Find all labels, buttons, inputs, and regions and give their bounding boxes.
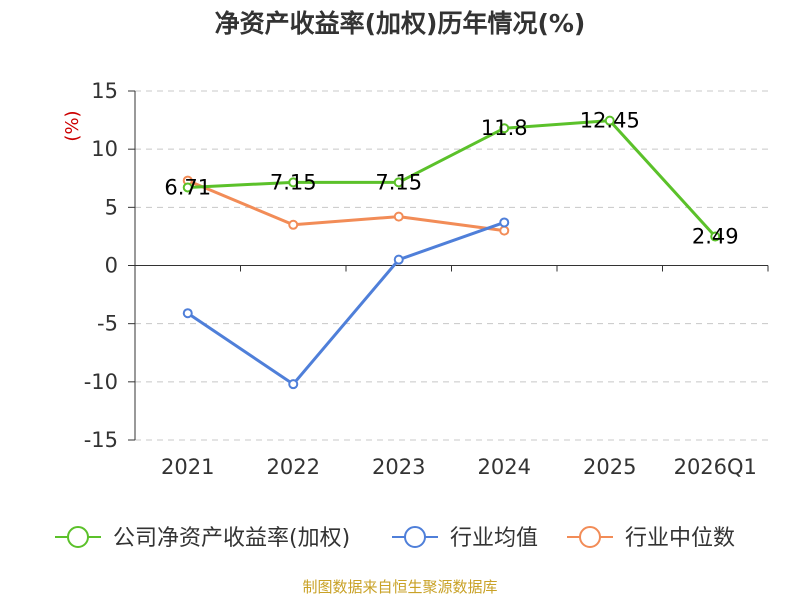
legend-label: 行业中位数 (625, 526, 735, 551)
y-tick-label: 0 (105, 254, 118, 278)
data-label: 2.49 (692, 225, 739, 249)
data-point (499, 123, 510, 134)
data-point (393, 254, 404, 265)
legend-marker (404, 526, 426, 548)
legend-marker (579, 526, 601, 548)
data-point (499, 217, 510, 228)
data-point (182, 308, 193, 319)
y-tick-label: -5 (97, 312, 118, 336)
series-line (187, 179, 505, 233)
data-label: 12.45 (580, 109, 640, 133)
data-point (499, 225, 510, 236)
data-point (182, 182, 193, 193)
source-note: 制图数据来自恒生聚源数据库 (302, 578, 497, 596)
x-tick-label: 2026Q1 (674, 455, 757, 479)
x-tick-label: 2021 (161, 455, 214, 479)
legend-label: 公司净资产收益率(加权) (113, 526, 350, 551)
data-label: 7.15 (375, 170, 422, 194)
series-group (182, 115, 721, 390)
x-tick-label: 2024 (478, 455, 531, 479)
series-line (187, 119, 717, 238)
data-label: 11.8 (481, 116, 528, 140)
legend-label: 行业均值 (450, 526, 538, 551)
y-tick-label: 10 (91, 137, 118, 161)
data-label: 7.15 (270, 170, 317, 194)
y-tick-label: 5 (105, 195, 118, 219)
x-tick-label: 2025 (583, 455, 636, 479)
y-tick-label: -15 (84, 428, 118, 452)
series-line (186, 221, 505, 386)
x-tick-label: 2023 (372, 455, 425, 479)
y-tick-label: 15 (91, 79, 118, 103)
data-point (288, 379, 299, 390)
data-point (393, 211, 404, 222)
legend-marker (67, 526, 89, 548)
data-point (393, 177, 404, 188)
tick-labels: 15 10 5 0 -5 -10 -15 2021 2022 2023 2024 2025 2026Q1 (84, 79, 757, 479)
y-tick-label: -10 (84, 370, 118, 394)
chart-title: 净资产收益率(加权)历年情况(%) (215, 9, 586, 38)
data-point (288, 177, 299, 188)
axes (128, 90, 769, 441)
y-axis-label: (%) (62, 110, 83, 141)
data-point (604, 115, 615, 126)
data-point (288, 219, 299, 230)
data-point (710, 231, 721, 242)
data-labels: 6.71 7.15 7.15 11.8 12.45 2.49 (164, 109, 738, 249)
legend: 公司净资产收益率(加权) 行业均值 行业中位数 (55, 526, 735, 551)
data-label: 6.71 (164, 175, 211, 199)
x-tick-label: 2022 (267, 455, 320, 479)
